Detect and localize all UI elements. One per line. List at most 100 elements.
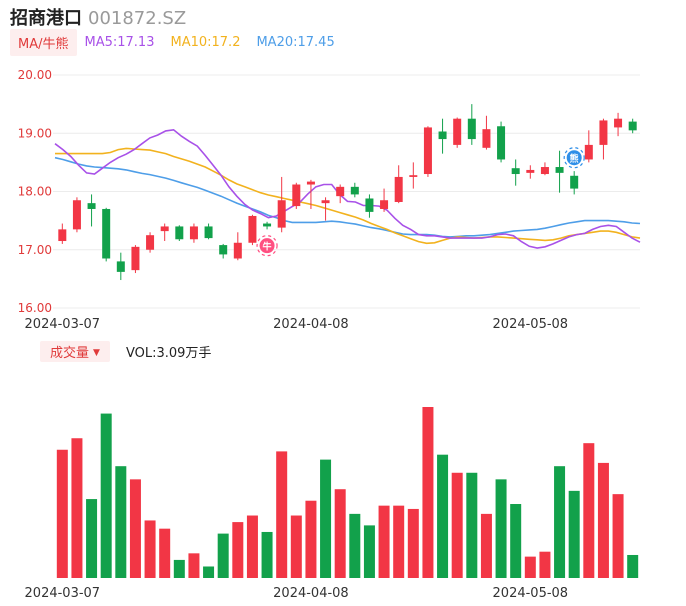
candle-body: [102, 208, 111, 259]
candle-up: [248, 214, 257, 246]
candle-body: [511, 168, 520, 175]
candle-body: [614, 118, 623, 128]
volume-bar-up: [539, 551, 551, 578]
candle-down: [511, 159, 520, 186]
volume-bar-down: [320, 459, 332, 578]
candle-body: [423, 127, 432, 175]
candle-up: [614, 112, 623, 137]
candle-up: [72, 197, 81, 233]
candle-body: [116, 261, 125, 272]
volume-legend: 成交量 ▼ VOL:3.09万手: [40, 340, 212, 362]
ma-legend: MA/牛熊 MA5:17.13 MA10:17.2 MA20:17.45: [10, 28, 335, 56]
candle-body: [453, 118, 462, 145]
volume-bar-down: [349, 513, 361, 578]
candle-down: [438, 118, 447, 154]
candle-body: [160, 226, 169, 232]
candle-body: [365, 198, 374, 212]
candle-up: [336, 184, 345, 204]
stock-name: 招商港口: [10, 8, 82, 29]
candle-body: [292, 184, 301, 207]
ma20-legend: MA20:17.45: [256, 34, 335, 50]
volume-bar-down: [203, 566, 215, 578]
candle-up: [277, 176, 286, 233]
candle-body: [584, 144, 593, 160]
stock-code: 001872.SZ: [88, 8, 187, 29]
candle-down: [570, 171, 579, 195]
candle-down: [204, 223, 213, 240]
candle-body: [394, 176, 403, 202]
volume-bar-down: [510, 504, 522, 578]
candle-down: [219, 243, 228, 259]
volume-bar-up: [422, 407, 434, 578]
candle-up: [189, 223, 198, 243]
volume-bar-down: [173, 559, 185, 578]
candle-up: [423, 126, 432, 177]
ma-indicator-button[interactable]: MA/牛熊: [10, 28, 77, 56]
volume-bar-up: [276, 451, 288, 578]
candle-down: [365, 194, 374, 218]
volume-bar-up: [305, 500, 317, 578]
volume-bar-up: [144, 520, 156, 578]
volume-bar-up: [524, 556, 536, 578]
candle-up: [160, 223, 169, 242]
bear-badge-icon-text: 熊: [570, 153, 579, 165]
volume-bar-up: [393, 505, 405, 578]
candle-down: [116, 252, 125, 281]
candle-body: [540, 167, 549, 175]
candle-up: [380, 188, 389, 212]
candle-up: [453, 117, 462, 148]
volume-bar-up: [290, 515, 302, 578]
bear-badge-icon-circle: [566, 150, 582, 166]
price-tick-label: 18.00: [18, 185, 52, 199]
volume-bar-down: [363, 525, 375, 578]
candle-body: [204, 226, 213, 239]
volume-bar-up: [334, 489, 346, 578]
ma5-legend: MA5:17.13: [84, 34, 155, 50]
volume-bar-up: [246, 515, 258, 578]
volume-date-tick-label: 2024-05-08: [493, 586, 569, 601]
volume-bar-up: [378, 505, 390, 578]
volume-bar-up: [583, 443, 595, 578]
volume-bar-down: [437, 454, 449, 578]
volume-bar-up: [612, 494, 624, 578]
candle-body: [146, 235, 155, 250]
candle-up: [233, 232, 242, 261]
candle-body: [219, 245, 228, 255]
candle-body: [233, 242, 242, 259]
candle-up: [394, 165, 403, 204]
candle-body: [555, 167, 564, 173]
volume-bar-up: [407, 508, 419, 578]
candle-body: [599, 120, 608, 145]
volume-value: VOL:3.09万手: [125, 345, 212, 361]
candle-body: [628, 121, 637, 131]
candle-body: [58, 229, 67, 242]
candle-body: [189, 226, 198, 240]
volume-bar-up: [480, 513, 492, 578]
candle-up: [146, 232, 155, 253]
candle-down: [102, 207, 111, 262]
volume-bar-down: [466, 472, 478, 578]
candle-up: [584, 130, 593, 163]
volume-bar-down: [261, 531, 273, 578]
candle-down: [87, 194, 96, 227]
date-tick-label: 2024-05-08: [493, 317, 569, 332]
candle-body: [526, 169, 535, 173]
price-tick-label: 17.00: [18, 243, 52, 257]
candle-up: [540, 162, 549, 176]
volume-bar-up: [232, 522, 244, 578]
bear-badge-icon: 熊: [563, 147, 585, 169]
candle-body: [72, 200, 81, 230]
date-tick-label: 2024-03-07: [25, 317, 101, 332]
volume-bar-up: [188, 553, 200, 578]
volume-bar-down: [568, 490, 580, 578]
candle-body: [467, 118, 476, 140]
volume-indicator-button[interactable]: 成交量 ▼: [40, 340, 110, 362]
candle-body: [438, 131, 447, 140]
candle-up: [131, 245, 140, 274]
candle-up: [482, 115, 491, 150]
candle-body: [263, 223, 272, 227]
candle-up: [58, 223, 67, 244]
candle-body: [350, 186, 359, 195]
candle-body: [306, 181, 315, 185]
